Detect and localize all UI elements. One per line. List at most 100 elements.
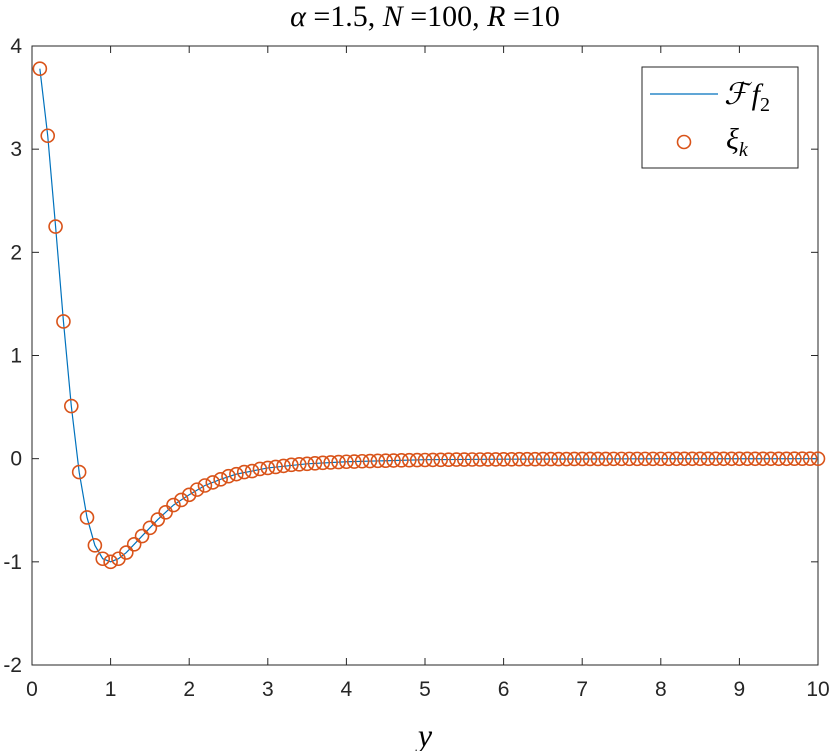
marker-point-xi-k xyxy=(189,482,205,497)
marker-point-xi-k xyxy=(700,451,716,467)
title-n-value: =100, xyxy=(403,0,487,33)
y-tick-label: 4 xyxy=(10,35,22,58)
x-tick-label: 0 xyxy=(26,678,38,701)
marker-point-xi-k xyxy=(645,451,661,467)
marker-point-xi-k xyxy=(236,464,252,480)
marker-point-xi-k xyxy=(401,452,417,468)
marker-point-xi-k xyxy=(559,451,574,467)
marker-point-xi-k xyxy=(370,453,386,469)
legend-box xyxy=(641,66,799,169)
marker-point-xi-k xyxy=(409,452,425,468)
marker-point-xi-k xyxy=(95,551,111,567)
y-tick-label: 0 xyxy=(10,448,22,471)
marker-point-xi-k xyxy=(71,464,87,480)
x-tick-label: 6 xyxy=(498,678,510,701)
marker-point-xi-k xyxy=(519,451,535,467)
marker-point-xi-k xyxy=(464,452,480,467)
marker-point-xi-k xyxy=(708,451,724,467)
x-axis-label: y xyxy=(415,717,433,751)
axis-ticks: 0 1 2 3 4 5 6 7 8 9 10 -2 -1 0 1 2 3 4 xyxy=(3,35,829,701)
marker-point-xi-k xyxy=(331,454,346,470)
x-tick-label: 3 xyxy=(262,678,274,701)
marker-point-xi-k xyxy=(779,451,794,467)
marker-point-xi-k xyxy=(87,538,103,553)
legend-line-label-sub: 2 xyxy=(760,94,770,116)
chart-title: α =1.5, N =100, R =10 xyxy=(290,0,560,33)
title-alpha: α xyxy=(290,0,307,33)
x-tick-label: 8 xyxy=(655,678,667,701)
marker-point-xi-k xyxy=(276,458,291,474)
marker-point-xi-k xyxy=(174,492,189,508)
marker-point-xi-k xyxy=(582,451,598,467)
marker-point-xi-k xyxy=(158,505,173,520)
marker-point-xi-k xyxy=(142,520,158,536)
marker-point-xi-k xyxy=(119,545,134,560)
marker-point-xi-k xyxy=(64,398,79,414)
series-line-F-f2 xyxy=(39,68,819,563)
marker-point-xi-k xyxy=(260,460,276,476)
marker-point-xi-k xyxy=(802,451,818,466)
marker-point-xi-k xyxy=(480,452,496,467)
marker-point-xi-k xyxy=(755,451,771,467)
y-tick-label: 2 xyxy=(10,241,22,264)
marker-point-xi-k xyxy=(315,455,331,471)
marker-point-xi-k xyxy=(653,451,669,467)
marker-point-xi-k xyxy=(794,451,810,466)
marker-point-xi-k xyxy=(512,451,527,467)
marker-point-xi-k xyxy=(787,451,802,466)
x-tick-label: 5 xyxy=(419,678,431,701)
marker-point-xi-k xyxy=(771,451,787,467)
marker-point-xi-k xyxy=(677,451,692,467)
marker-point-xi-k xyxy=(692,451,708,467)
y-tick-label: -1 xyxy=(3,551,22,574)
marker-point-xi-k xyxy=(433,452,449,468)
marker-point-xi-k xyxy=(48,219,63,234)
marker-point-xi-k xyxy=(590,451,606,467)
marker-point-xi-k xyxy=(614,451,629,467)
marker-point-xi-k xyxy=(669,451,684,467)
x-tick-label: 1 xyxy=(105,678,117,701)
legend-marker-label: ξk xyxy=(726,123,749,161)
marker-point-xi-k xyxy=(449,452,464,467)
marker-point-xi-k xyxy=(284,457,299,473)
marker-point-xi-k xyxy=(598,451,614,467)
marker-point-xi-k xyxy=(229,466,244,482)
x-tick-label: 2 xyxy=(183,678,195,701)
series-markers-group xyxy=(32,61,826,570)
marker-point-xi-k xyxy=(386,453,401,468)
marker-point-xi-k xyxy=(724,451,739,467)
marker-point-xi-k xyxy=(606,451,621,467)
title-alpha-value: =1.5, xyxy=(306,0,383,33)
marker-point-xi-k xyxy=(810,451,826,466)
marker-point-xi-k xyxy=(567,451,582,467)
marker-point-xi-k xyxy=(622,451,637,467)
marker-point-xi-k xyxy=(134,528,150,544)
marker-point-xi-k xyxy=(181,487,197,503)
marker-point-xi-k xyxy=(543,451,559,467)
marker-point-xi-k xyxy=(417,452,433,468)
x-tick-label: 10 xyxy=(806,678,829,701)
marker-point-xi-k xyxy=(299,456,315,472)
marker-point-xi-k xyxy=(339,454,354,470)
x-tick-label: 4 xyxy=(341,678,353,701)
legend-marker-swatch xyxy=(676,134,692,150)
marker-point-xi-k xyxy=(291,457,307,472)
marker-point-xi-k xyxy=(747,451,763,467)
marker-point-xi-k xyxy=(323,455,338,470)
marker-point-xi-k xyxy=(394,453,409,468)
marker-point-xi-k xyxy=(221,468,236,484)
title-r: R xyxy=(486,0,505,33)
marker-point-xi-k xyxy=(40,128,56,144)
marker-point-xi-k xyxy=(535,451,551,467)
marker-point-xi-k xyxy=(56,314,71,329)
marker-point-xi-k xyxy=(362,453,378,469)
marker-point-xi-k xyxy=(354,453,370,469)
legend-marker-label-xi: ξ xyxy=(726,123,739,156)
marker-point-xi-k xyxy=(732,451,747,467)
y-tick-label: 3 xyxy=(10,138,22,161)
title-r-value: =10 xyxy=(506,0,560,33)
marker-point-xi-k xyxy=(661,451,676,467)
